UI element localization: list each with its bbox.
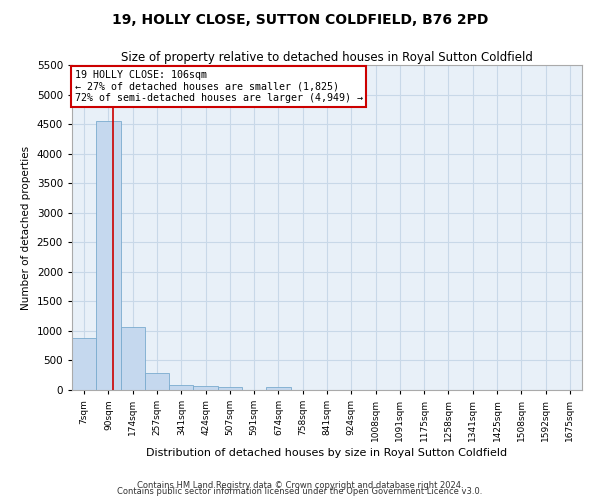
Title: Size of property relative to detached houses in Royal Sutton Coldfield: Size of property relative to detached ho…	[121, 51, 533, 64]
Bar	[193, 386, 218, 390]
Text: 19, HOLLY CLOSE, SUTTON COLDFIELD, B76 2PD: 19, HOLLY CLOSE, SUTTON COLDFIELD, B76 2…	[112, 12, 488, 26]
X-axis label: Distribution of detached houses by size in Royal Sutton Coldfield: Distribution of detached houses by size …	[146, 448, 508, 458]
Bar	[218, 387, 242, 390]
Text: 19 HOLLY CLOSE: 106sqm
← 27% of detached houses are smaller (1,825)
72% of semi-: 19 HOLLY CLOSE: 106sqm ← 27% of detached…	[74, 70, 362, 103]
Bar	[121, 328, 145, 390]
Y-axis label: Number of detached properties: Number of detached properties	[21, 146, 31, 310]
Text: Contains public sector information licensed under the Open Government Licence v3: Contains public sector information licen…	[118, 487, 482, 496]
Bar	[266, 387, 290, 390]
Bar	[145, 374, 169, 390]
Bar	[96, 120, 121, 390]
Text: Contains HM Land Registry data © Crown copyright and database right 2024.: Contains HM Land Registry data © Crown c…	[137, 480, 463, 490]
Bar	[169, 386, 193, 390]
Bar	[72, 338, 96, 390]
